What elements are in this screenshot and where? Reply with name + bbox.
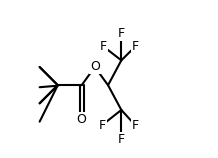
Text: F: F xyxy=(132,119,139,132)
Text: F: F xyxy=(118,134,125,146)
Text: F: F xyxy=(100,40,107,53)
Text: O: O xyxy=(90,61,100,73)
Text: O: O xyxy=(77,113,87,126)
Text: F: F xyxy=(99,119,106,132)
Text: F: F xyxy=(132,40,139,53)
Text: F: F xyxy=(118,27,125,40)
